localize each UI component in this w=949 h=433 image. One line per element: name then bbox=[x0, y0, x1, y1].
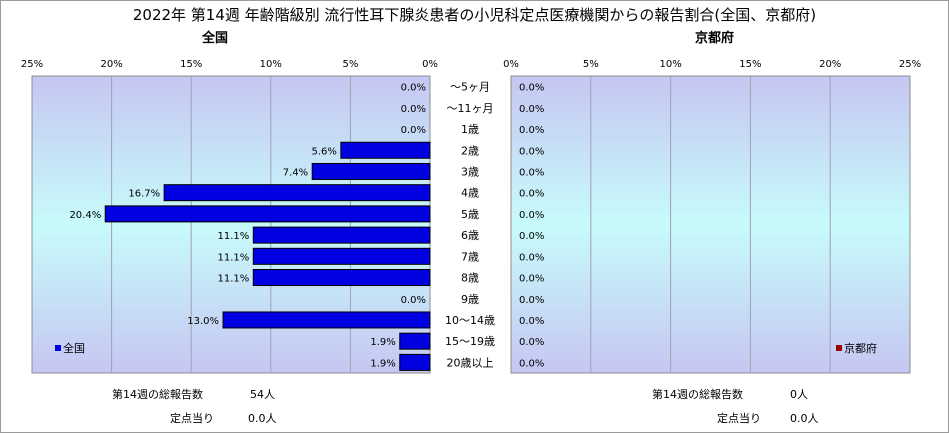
category-label: 10〜14歳 bbox=[445, 314, 495, 327]
category-label: 7歳 bbox=[461, 250, 479, 263]
national-total-value: 54人 bbox=[250, 388, 275, 401]
national-data-label: 7.4% bbox=[283, 167, 308, 178]
category-label: 6歳 bbox=[461, 229, 479, 242]
national-legend-label: 全国 bbox=[63, 341, 85, 355]
kyoto-data-label: 0.0% bbox=[519, 358, 544, 369]
national-total-label: 第14週の総報告数 bbox=[112, 388, 203, 401]
national-bar bbox=[163, 184, 431, 202]
national-data-label: 0.0% bbox=[401, 295, 426, 306]
category-label: 〜11ヶ月 bbox=[447, 102, 494, 115]
kyoto-x-tick: 0% bbox=[503, 59, 519, 70]
category-label: 5歳 bbox=[461, 208, 479, 221]
kyoto-data-label: 0.0% bbox=[519, 125, 544, 136]
panel-title-kyoto: 京都府 bbox=[695, 31, 735, 46]
national-x-tick: 5% bbox=[342, 59, 358, 70]
national-bar bbox=[252, 269, 431, 287]
national-bar bbox=[311, 162, 431, 180]
kyoto-per-value: 0.0人 bbox=[790, 412, 819, 425]
national-x-tick: 10% bbox=[260, 59, 282, 70]
national-bar bbox=[252, 247, 431, 265]
category-label: 2歳 bbox=[461, 144, 479, 157]
kyoto-data-label: 0.0% bbox=[519, 83, 544, 94]
national-bar bbox=[399, 353, 431, 371]
national-data-label: 16.7% bbox=[128, 189, 160, 200]
national-data-label: 11.1% bbox=[218, 274, 250, 285]
kyoto-per-label: 定点当り bbox=[717, 412, 761, 425]
chart-title: 2022年 第14週 年齢階級別 流行性耳下腺炎患者の小児科定点医療機関からの報… bbox=[132, 6, 817, 24]
national-x-tick: 20% bbox=[100, 59, 122, 70]
national-data-label: 1.9% bbox=[370, 337, 395, 348]
category-label: 9歳 bbox=[461, 293, 479, 306]
national-data-label: 1.9% bbox=[370, 358, 395, 369]
national-data-label: 11.1% bbox=[218, 231, 250, 242]
national-data-label: 0.0% bbox=[401, 104, 426, 115]
kyoto-x-tick: 20% bbox=[819, 59, 841, 70]
category-label: 4歳 bbox=[461, 187, 479, 200]
kyoto-data-label: 0.0% bbox=[519, 146, 544, 157]
national-bar bbox=[252, 226, 431, 244]
kyoto-data-label: 0.0% bbox=[519, 189, 544, 200]
national-bar bbox=[399, 332, 431, 350]
national-x-tick: 15% bbox=[180, 59, 202, 70]
kyoto-total-label: 第14週の総報告数 bbox=[652, 388, 743, 401]
category-label: 20歳以上 bbox=[447, 356, 494, 369]
national-data-label: 0.0% bbox=[401, 125, 426, 136]
kyoto-x-tick: 25% bbox=[899, 59, 921, 70]
national-bar bbox=[104, 205, 431, 223]
kyoto-legend-label: 京都府 bbox=[844, 341, 877, 355]
category-label: 〜5ヶ月 bbox=[450, 81, 490, 94]
kyoto-legend-swatch bbox=[836, 345, 842, 351]
kyoto-data-label: 0.0% bbox=[519, 316, 544, 327]
national-per-label: 定点当り bbox=[170, 412, 214, 425]
panel-title-national: 全国 bbox=[202, 31, 229, 46]
category-label: 8歳 bbox=[461, 272, 479, 285]
kyoto-data-label: 0.0% bbox=[519, 337, 544, 348]
national-legend-swatch bbox=[55, 345, 61, 351]
national-bar bbox=[222, 311, 431, 329]
kyoto-data-label: 0.0% bbox=[519, 167, 544, 178]
kyoto-plot-area bbox=[510, 75, 911, 374]
kyoto-data-label: 0.0% bbox=[519, 252, 544, 263]
national-data-label: 11.1% bbox=[218, 252, 250, 263]
kyoto-x-tick: 15% bbox=[739, 59, 761, 70]
kyoto-data-label: 0.0% bbox=[519, 295, 544, 306]
kyoto-x-tick: 5% bbox=[583, 59, 599, 70]
national-per-value: 0.0人 bbox=[248, 412, 277, 425]
kyoto-data-label: 0.0% bbox=[519, 210, 544, 221]
kyoto-total-value: 0人 bbox=[790, 388, 808, 401]
national-data-label: 0.0% bbox=[401, 83, 426, 94]
kyoto-x-tick: 10% bbox=[659, 59, 681, 70]
kyoto-data-label: 0.0% bbox=[519, 231, 544, 242]
national-data-label: 20.4% bbox=[69, 210, 101, 221]
national-data-label: 13.0% bbox=[187, 316, 219, 327]
national-x-tick: 0% bbox=[422, 59, 438, 70]
category-label: 3歳 bbox=[461, 165, 479, 178]
national-bar bbox=[340, 141, 431, 159]
kyoto-data-label: 0.0% bbox=[519, 104, 544, 115]
category-label: 1歳 bbox=[461, 123, 479, 136]
national-data-label: 5.6% bbox=[311, 146, 336, 157]
national-x-tick: 25% bbox=[21, 59, 43, 70]
category-label: 15〜19歳 bbox=[445, 335, 495, 348]
kyoto-data-label: 0.0% bbox=[519, 274, 544, 285]
